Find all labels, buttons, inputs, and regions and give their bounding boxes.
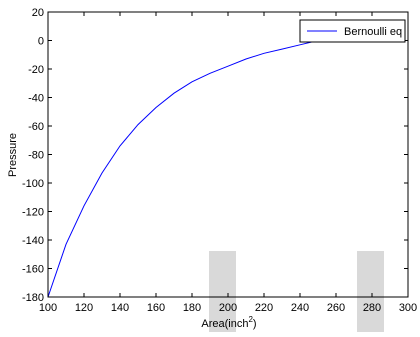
y-tick-label: -80 [28,150,44,162]
x-axis-ticks: 100 120 140 160 180 200 220 240 260 280 300 [39,12,417,314]
y-tick-label: 20 [32,7,44,19]
x-tick-label: 300 [399,302,417,314]
y-tick-label: -20 [28,64,44,76]
plot-area [48,12,408,297]
y-tick-label: 0 [38,36,44,48]
x-axis-label-superscript: 2 [248,315,253,324]
y-axis-label: Pressure [7,133,19,177]
x-axis-label-close: ) [253,318,257,330]
y-tick-label: -40 [28,93,44,105]
x-tick-label: 140 [111,302,129,314]
legend: Bernoulli eq [299,19,406,43]
x-tick-label: 220 [255,302,273,314]
x-tick-label: 280 [363,302,381,314]
overlay-boxes [209,251,384,332]
x-tick-label: 160 [147,302,165,314]
x-axis-label-text: Area(inch [201,318,248,330]
y-tick-label: -120 [22,207,44,219]
y-axis-ticks: 20 0 -20 -40 -60 -80 -100 -120 -140 -160 -180 [22,7,408,304]
y-tick-label: -180 [22,292,44,304]
x-tick-label: 120 [75,302,93,314]
y-tick-label: -140 [22,235,44,247]
y-tick-label: -100 [22,178,44,190]
series-line [47,34,355,298]
x-tick-label: 260 [327,302,345,314]
legend-box [299,19,406,43]
x-tick-label: 200 [219,302,237,314]
x-tick-label: 240 [291,302,309,314]
overlay-box [209,251,236,332]
x-tick-label: 180 [183,302,201,314]
legend-entry-label: Bernoulli eq [344,26,402,38]
y-tick-label: -160 [22,264,44,276]
overlay-box [357,251,384,332]
series-layer [47,34,355,298]
plot-frame [47,11,409,298]
y-tick-label: -60 [28,121,44,133]
x-tick-label: 100 [39,302,57,314]
x-axis-label: Area(inch2) [201,315,256,330]
